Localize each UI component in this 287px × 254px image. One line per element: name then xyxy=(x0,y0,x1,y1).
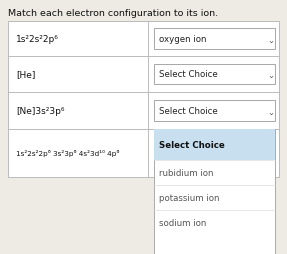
Text: sodium ion: sodium ion xyxy=(159,218,206,227)
Bar xyxy=(8,22,279,177)
Bar xyxy=(154,100,275,122)
Text: Select Choice: Select Choice xyxy=(159,107,218,116)
Text: Select Choice: Select Choice xyxy=(159,140,225,149)
Text: oxygen ion: oxygen ion xyxy=(159,35,207,44)
Text: Select Choice: Select Choice xyxy=(159,70,218,79)
Bar xyxy=(154,130,275,160)
Text: Match each electron configuration to its ion.: Match each electron configuration to its… xyxy=(8,8,218,18)
Text: ⌄: ⌄ xyxy=(267,71,274,80)
Bar xyxy=(154,130,275,254)
Text: 1s²2s²2p⁶: 1s²2s²2p⁶ xyxy=(16,35,59,44)
Text: rubidium ion: rubidium ion xyxy=(159,168,214,177)
Text: [Ne]3s²3p⁶: [Ne]3s²3p⁶ xyxy=(16,107,65,116)
Bar xyxy=(154,29,275,50)
Text: potassium ion: potassium ion xyxy=(159,193,220,202)
Text: [He]: [He] xyxy=(16,70,35,79)
Bar xyxy=(154,64,275,85)
Text: 1s²2s²2p⁶ 3s²3p⁶ 4s²3d¹⁰ 4p⁶: 1s²2s²2p⁶ 3s²3p⁶ 4s²3d¹⁰ 4p⁶ xyxy=(16,150,119,157)
Text: ⌄: ⌄ xyxy=(267,36,274,45)
Text: ⌄: ⌄ xyxy=(267,108,274,117)
